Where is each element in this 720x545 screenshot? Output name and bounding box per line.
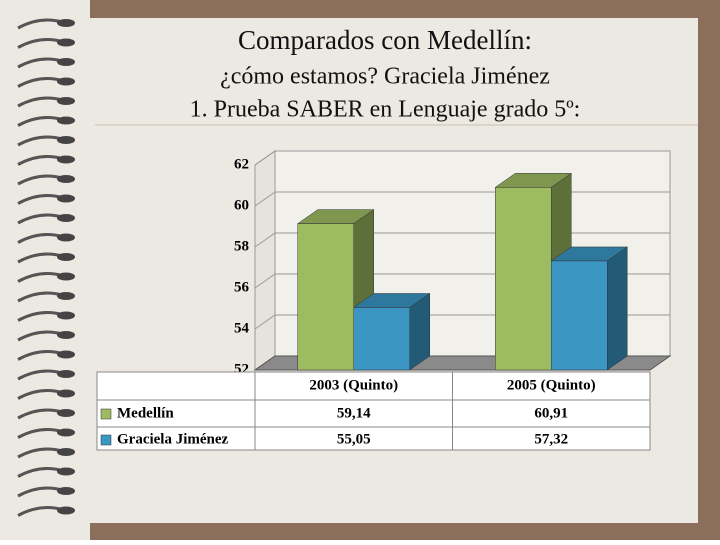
legend-swatch [100, 408, 112, 420]
hole [57, 506, 75, 515]
hole [57, 175, 75, 183]
legend-label: Graciela Jiménez [117, 431, 229, 447]
value-label: 59,14 [337, 405, 371, 421]
hole [57, 487, 75, 495]
x-tick-label: 2003 (Quinto) [309, 377, 398, 393]
hole [57, 116, 75, 125]
hole [57, 77, 75, 86]
hole [57, 38, 75, 47]
bar [353, 307, 410, 371]
hole [57, 370, 75, 378]
hole [57, 448, 75, 456]
hole [57, 311, 75, 320]
spiral-binding [17, 18, 75, 517]
side-wall [254, 150, 276, 371]
hole [57, 194, 75, 203]
value-label: 55,05 [337, 431, 371, 447]
hole [57, 409, 75, 417]
hole [57, 97, 75, 105]
hole [57, 214, 75, 222]
grid-line [254, 150, 670, 166]
title-line: ¿cómo estamos? Graciela Jiménez [220, 64, 550, 90]
value-label: 60,91 [534, 405, 568, 421]
hole [57, 331, 75, 339]
y-tick-label: 60 [234, 197, 249, 213]
binding-strip [0, 0, 90, 540]
value-label: 57,32 [534, 431, 568, 447]
hole [57, 350, 75, 359]
y-tick-label: 56 [234, 279, 250, 295]
hole [57, 467, 75, 476]
hole [57, 58, 75, 66]
legend-label: Medellín [117, 405, 174, 421]
y-tick-label: 54 [234, 320, 250, 336]
hole [57, 389, 75, 398]
hole [57, 155, 75, 164]
bar-side [607, 246, 628, 371]
hole [57, 428, 75, 437]
y-tick-label: 62 [234, 156, 249, 172]
x-tick-label: 2005 (Quinto) [507, 377, 596, 393]
bar [551, 260, 608, 371]
hole [57, 292, 75, 300]
legend-swatch [100, 434, 112, 446]
hole [57, 272, 75, 281]
hole [57, 19, 75, 27]
title-line: 1. Prueba SABER en Lenguaje grado 5º: [190, 97, 581, 123]
bar [495, 187, 552, 371]
title-line: Comparados con Medellín: [238, 25, 532, 55]
y-tick-label: 58 [234, 238, 249, 254]
hole [57, 233, 75, 242]
bar [297, 223, 354, 371]
data-table [96, 371, 651, 451]
hole [57, 136, 75, 144]
hole [57, 253, 75, 261]
